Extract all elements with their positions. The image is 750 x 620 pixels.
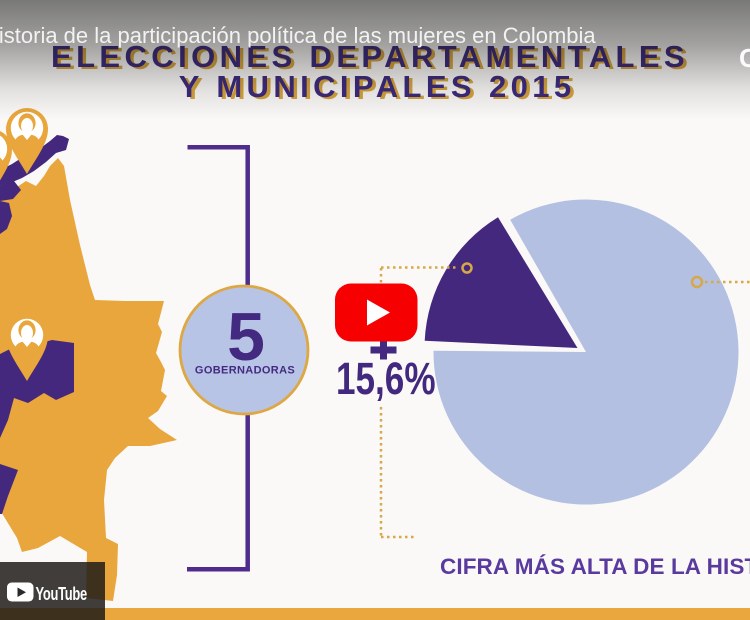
svg-text:5: 5 (227, 299, 265, 375)
svg-text:YouTube: YouTube (36, 583, 88, 604)
svg-text:GOBERNADORAS: GOBERNADORAS (195, 365, 295, 377)
